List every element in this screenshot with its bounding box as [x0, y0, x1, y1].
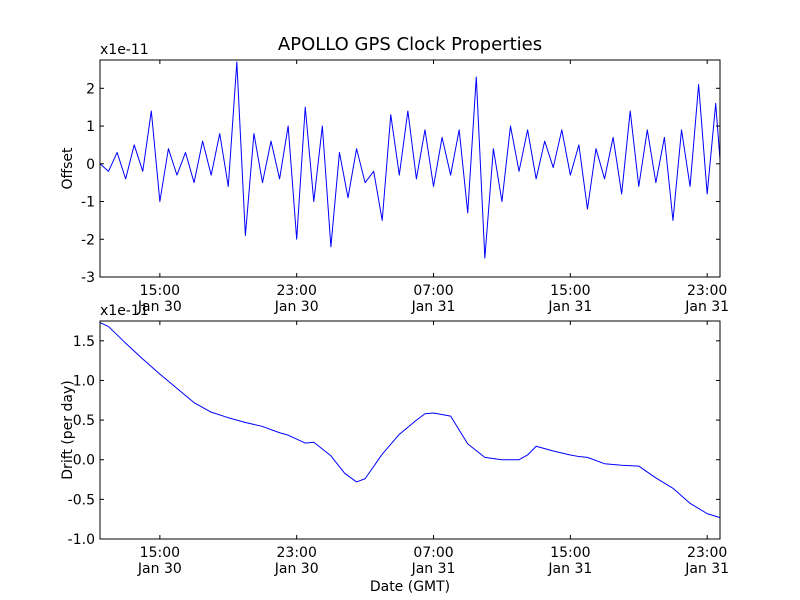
y-tick-label: -3: [81, 270, 95, 286]
y-axis-label: Drift (per day): [60, 380, 76, 479]
x-tick-date-label: Jan 30: [274, 299, 319, 315]
x-tick-time-label: 07:00: [413, 545, 453, 561]
x-tick-time-label: 07:00: [413, 283, 453, 299]
y-exponent-label: x1e-11: [100, 42, 149, 58]
series-line-drift: [99, 322, 721, 519]
y-tick-label: 0.5: [73, 413, 95, 429]
y-tick-label: -1.0: [68, 532, 95, 548]
x-tick-date-label: Jan 30: [137, 299, 182, 315]
x-tick-time-label: 23:00: [277, 283, 317, 299]
y-tick-label: -0.5: [68, 492, 95, 508]
plot-frame: [99, 320, 721, 540]
x-axis-label: Date (GMT): [370, 579, 450, 595]
y-tick-label: 0.0: [73, 453, 95, 469]
x-tick-date-label: Jan 31: [684, 299, 729, 315]
x-tick-date-label: Jan 31: [411, 561, 456, 577]
x-tick-time-label: 15:00: [550, 283, 590, 299]
x-tick-time-label: 15:00: [140, 283, 180, 299]
x-tick-time-label: 15:00: [550, 545, 590, 561]
x-tick-date-label: Jan 31: [547, 299, 592, 315]
y-exponent-label: x1e-11: [100, 303, 149, 319]
x-tick-time-label: 23:00: [687, 283, 727, 299]
y-tick-label: 0: [86, 157, 95, 173]
y-axis-label: Offset: [60, 147, 76, 190]
x-tick-date-label: Jan 30: [274, 561, 319, 577]
x-tick-time-label: 15:00: [140, 545, 180, 561]
x-tick-date-label: Jan 31: [547, 561, 592, 577]
y-tick-label: 1.0: [73, 373, 95, 389]
series-line-offset: [99, 61, 721, 259]
x-tick-date-label: Jan 30: [137, 561, 182, 577]
x-tick-date-label: Jan 31: [411, 299, 456, 315]
x-tick-time-label: 23:00: [687, 545, 727, 561]
y-tick-label: 1: [86, 119, 95, 135]
x-tick-time-label: 23:00: [277, 545, 317, 561]
y-tick-label: 1.5: [73, 334, 95, 350]
chart-title: APOLLO GPS Clock Properties: [278, 34, 542, 55]
y-tick-label: -1: [81, 195, 95, 211]
plot-frame: [99, 59, 721, 278]
y-tick-label: 2: [86, 81, 95, 97]
y-tick-label: -2: [81, 232, 95, 248]
x-tick-date-label: Jan 31: [684, 561, 729, 577]
